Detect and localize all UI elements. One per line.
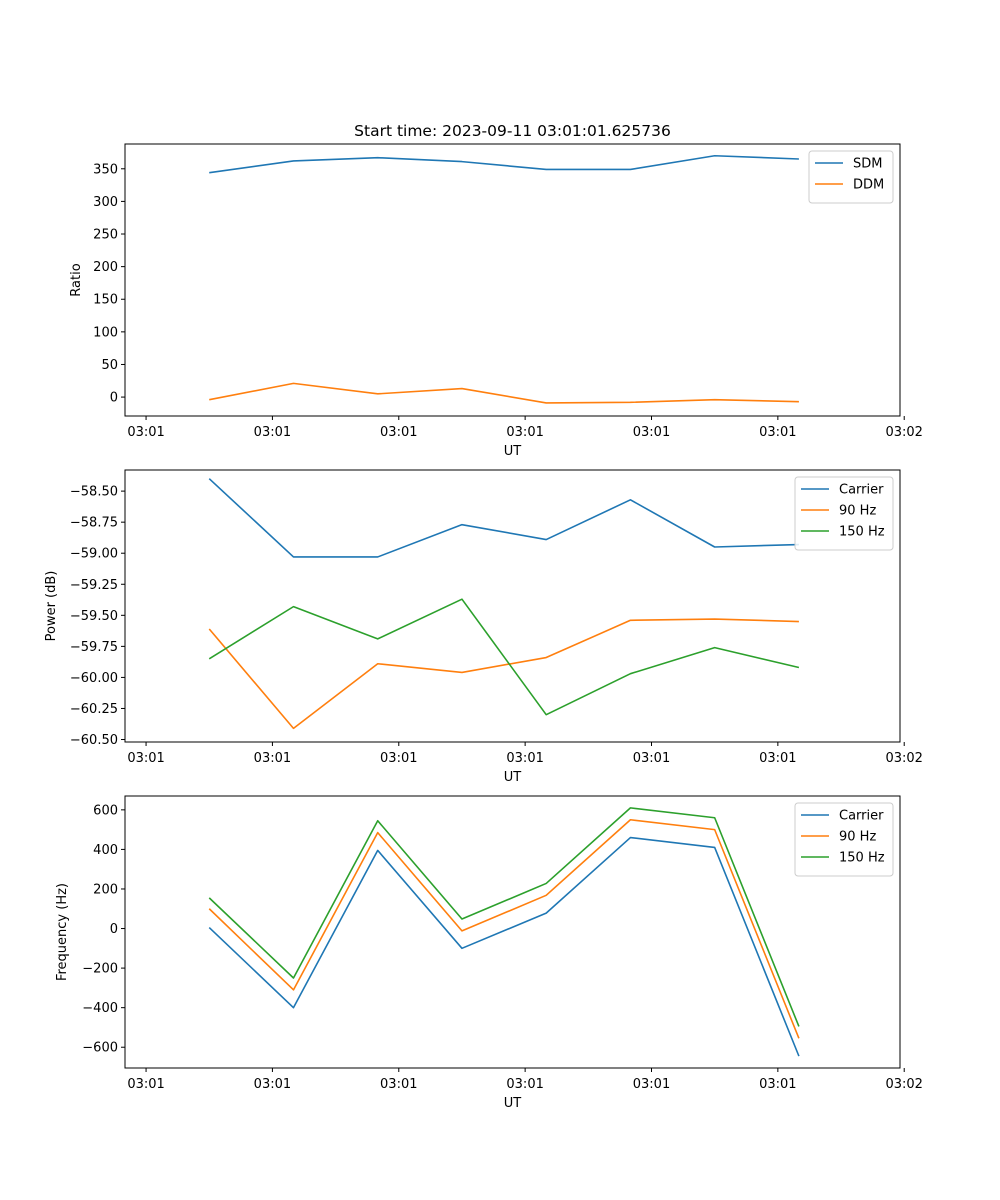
x-tick-label: 03:01 [759, 425, 796, 440]
x-tick-label: 03:02 [885, 751, 922, 766]
x-tick-label: 03:01 [254, 751, 291, 766]
x-tick-label: 03:01 [127, 1077, 164, 1092]
x-tick-label: 03:02 [885, 425, 922, 440]
y-tick-label: −58.75 [70, 516, 118, 531]
x-tick-label: 03:02 [885, 1077, 922, 1092]
x-tick-label: 03:01 [759, 751, 796, 766]
x-tick-label: 03:01 [254, 1077, 291, 1092]
series-line-150-hz [208, 598, 800, 716]
y-tick-label: 250 [93, 228, 118, 243]
y-tick-label: −60.50 [70, 733, 118, 748]
y-tick-label: 600 [93, 803, 118, 818]
legend-label: 90 Hz [839, 504, 876, 519]
legend-label: 150 Hz [839, 851, 885, 866]
series-line-carrier [208, 478, 799, 558]
y-tick-label: −60.00 [70, 671, 118, 686]
y-tick-label: −400 [82, 1001, 118, 1016]
y-tick-label: 400 [93, 843, 118, 858]
series-line-90-hz [208, 818, 800, 1039]
x-tick-label: 03:01 [759, 1077, 796, 1092]
y-tick-label: −200 [82, 962, 118, 977]
legend-label: 150 Hz [839, 525, 885, 540]
y-tick-label: 350 [93, 162, 118, 177]
y-tick-label: 50 [101, 358, 118, 373]
axes-frame [124, 795, 901, 1069]
series-line-carrier [208, 836, 800, 1057]
series-line-90-hz [208, 618, 799, 730]
subplot-3: 03:01 03:01 03:01 03:01 03:01 03:01 03:02 −600 −… [55, 795, 923, 1111]
legend: SDM DDM [808, 150, 894, 204]
x-tick-label: 03:01 [254, 425, 291, 440]
y-tick-label: −600 [82, 1041, 118, 1056]
subplot-2: 03:01 03:01 03:01 03:01 03:01 03:01 03:02 −58.5… [44, 469, 923, 785]
legend-label: DDM [853, 178, 884, 193]
y-tick-label: 0 [110, 922, 118, 937]
y-tick-label: −59.50 [70, 609, 118, 624]
y-tick-label: 0 [110, 391, 118, 406]
x-axis-label: UT [504, 1096, 522, 1111]
y-tick-label: 300 [93, 195, 118, 210]
x-tick-label: 03:01 [380, 425, 417, 440]
y-tick-label: −59.00 [70, 547, 118, 562]
y-tick-label: −58.50 [70, 485, 118, 500]
y-tick-label: 200 [93, 882, 118, 897]
x-tick-label: 03:01 [506, 751, 543, 766]
x-tick-label: 03:01 [633, 1077, 670, 1092]
x-tick-label: 03:01 [127, 751, 164, 766]
axes-frame [124, 143, 901, 417]
legend-label: SDM [853, 157, 882, 172]
y-tick-label: 150 [93, 293, 118, 308]
subplot-1: 03:01 03:01 03:01 03:01 03:01 03:01 03:02 0 50 10… [69, 143, 923, 459]
y-tick-label: −60.25 [70, 702, 118, 717]
legend-box [808, 150, 894, 204]
x-tick-label: 03:01 [506, 425, 543, 440]
legend-label: Carrier [839, 809, 884, 824]
x-tick-label: 03:01 [633, 425, 670, 440]
y-tick-label: −59.75 [70, 640, 118, 655]
x-tick-label: 03:01 [633, 751, 670, 766]
legend-label: Carrier [839, 483, 884, 498]
x-axis-label: UT [504, 770, 522, 785]
series-line-sdm [209, 154, 799, 174]
x-tick-label: 03:01 [380, 1077, 417, 1092]
axes-frame [124, 469, 901, 743]
y-tick-label: 100 [93, 325, 118, 340]
x-tick-label: 03:01 [380, 751, 417, 766]
legend: Carrier 90 Hz 150 Hz [794, 802, 894, 877]
y-axis-label: Power (dB) [44, 571, 59, 642]
series-line-ddm [209, 382, 799, 404]
x-axis-label: UT [504, 444, 522, 459]
y-axis-label: Ratio [69, 263, 84, 296]
x-tick-label: 03:01 [127, 425, 164, 440]
y-tick-label: 200 [93, 260, 118, 275]
legend: Carrier 90 Hz 150 Hz [794, 476, 894, 551]
x-tick-label: 03:01 [506, 1077, 543, 1092]
legend-label: 90 Hz [839, 830, 876, 845]
figure-title: Start time: 2023-09-11 03:01:01.625736 [354, 122, 671, 140]
y-tick-label: −59.25 [70, 578, 118, 593]
y-axis-label: Frequency (Hz) [55, 883, 70, 981]
series-line-150-hz [208, 807, 800, 1027]
